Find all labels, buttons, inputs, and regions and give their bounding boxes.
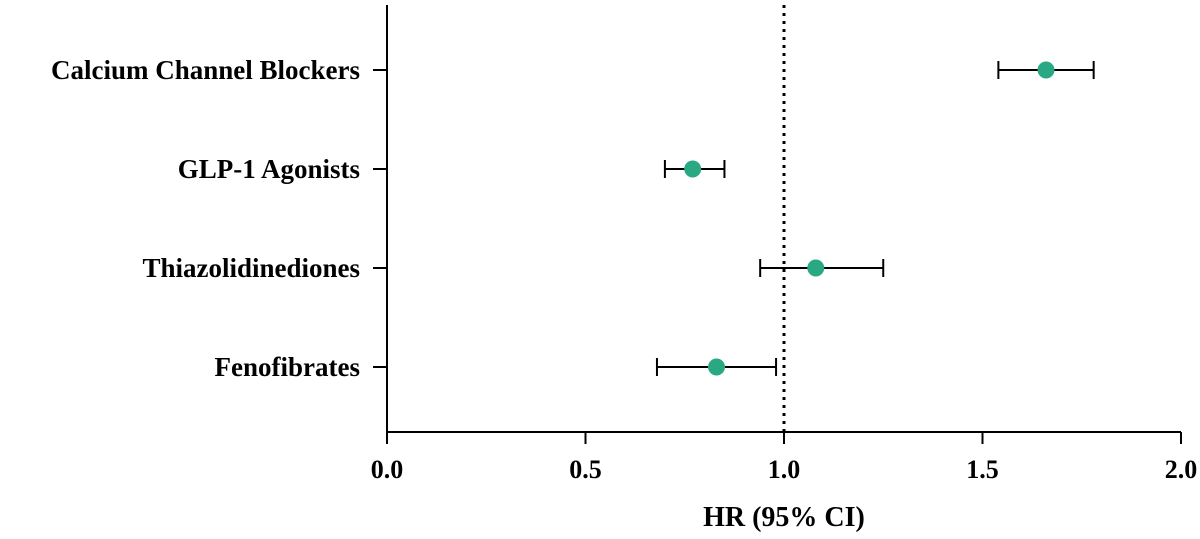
hr-point [708, 358, 726, 376]
x-tick-label: 2.0 [1165, 455, 1198, 484]
x-tick-label: 0.5 [569, 455, 602, 484]
x-ticks: 0.0 0.5 1.0 1.5 2.0 [371, 432, 1198, 484]
confidence-intervals [655, 61, 1095, 376]
y-ticks: Calcium Channel Blockers GLP-1 Agonists Th… [51, 55, 387, 382]
category-label: Thiazolidinediones [142, 253, 360, 283]
hr-point [807, 259, 825, 277]
x-axis-title: HR (95% CI) [703, 502, 865, 533]
x-tick-label: 0.0 [371, 455, 404, 484]
hr-point [684, 160, 702, 178]
x-tick-label: 1.5 [966, 455, 999, 484]
category-label: GLP-1 Agonists [178, 154, 360, 184]
hr-point [1037, 61, 1055, 79]
x-tick-label: 1.0 [768, 455, 801, 484]
hr-points [684, 61, 1055, 376]
category-label: Calcium Channel Blockers [51, 55, 360, 85]
category-label: Fenofibrates [215, 352, 360, 382]
